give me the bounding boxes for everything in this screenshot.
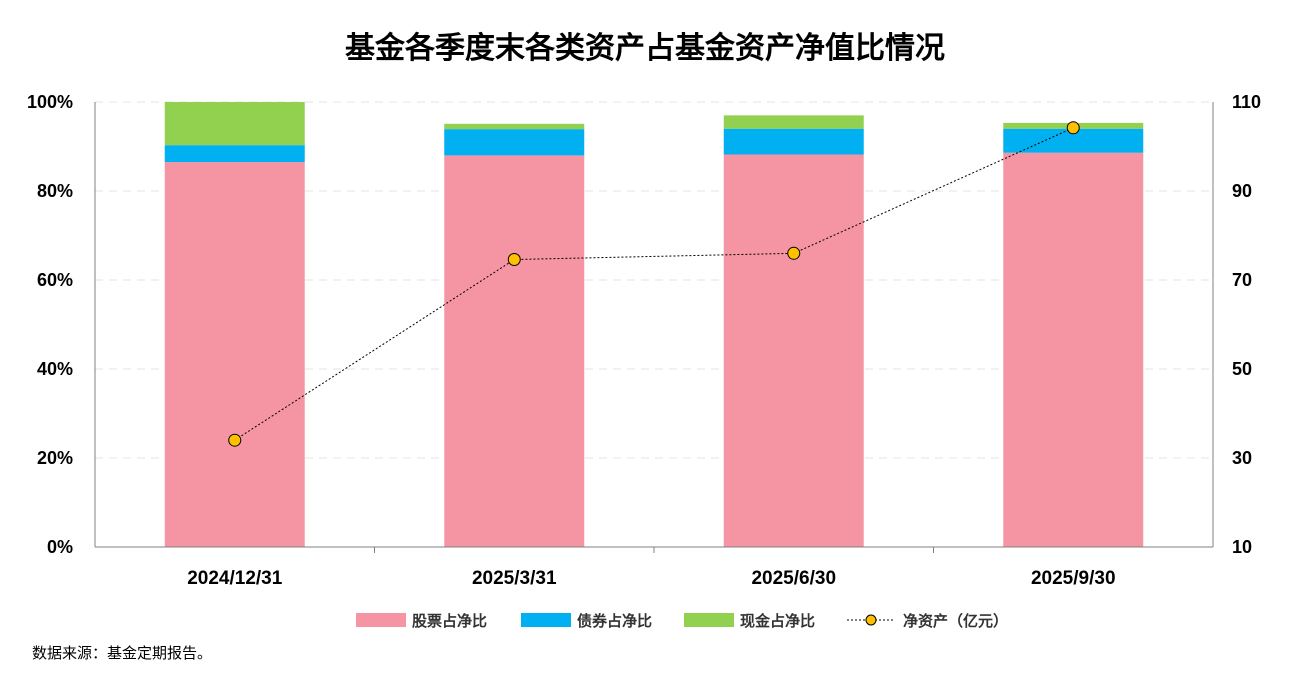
legend-label: 股票占净比 (412, 612, 487, 630)
x-axis-category-label: 2025/6/30 (751, 568, 836, 589)
right-axis-tick-label: 70 (1232, 270, 1252, 290)
legend-color-swatch (521, 613, 571, 627)
bar-segment (723, 115, 864, 129)
legend-color-swatch (684, 613, 734, 627)
left-axis-tick-label: 0% (47, 537, 73, 557)
net-asset-point (507, 253, 521, 267)
net-asset-point (228, 433, 242, 447)
left-axis-tick-label: 60% (37, 270, 73, 290)
left-axis-tick-label: 20% (37, 448, 73, 468)
legend-color-swatch (356, 613, 406, 627)
axes: 0% 20% 40% 60% 80% 100% 10 30 50 70 90 110 2024/12/3… (27, 92, 1261, 589)
left-axis-tick-label: 80% (37, 181, 73, 201)
legend-marker-swatch (865, 614, 877, 626)
left-axis-tick-label: 40% (37, 359, 73, 379)
net-asset-point (787, 246, 801, 260)
legend-item: 债券占净比 (521, 612, 652, 630)
legend-label: 现金占净比 (740, 612, 815, 630)
legend-item: 净资产（亿元） (847, 612, 1008, 630)
left-axis-tick-label: 100% (27, 92, 73, 112)
bar-segment (444, 123, 585, 130)
bar-segment (723, 154, 864, 547)
bar-segment (164, 145, 305, 163)
bar-segment (1003, 152, 1144, 548)
net-asset-line (228, 121, 1080, 447)
bar-segment (723, 128, 864, 155)
bar-segment (444, 129, 585, 156)
right-axis-tick-label: 10 (1232, 537, 1252, 557)
right-axis-tick-label: 50 (1232, 359, 1252, 379)
source-note: 数据来源：基金定期报告。 (32, 644, 212, 662)
chart-title: 基金各季度末各类资产占基金资产净值比情况 (345, 31, 945, 66)
legend-label: 债券占净比 (577, 612, 652, 630)
bar-segment (164, 162, 305, 547)
right-axis-tick-label: 90 (1232, 181, 1252, 201)
bar-segment (444, 155, 585, 547)
bar-group (164, 102, 1144, 548)
legend-item: 股票占净比 (356, 612, 487, 630)
right-axis-tick-label: 110 (1232, 92, 1261, 112)
right-axis-tick-label: 30 (1232, 448, 1252, 468)
net-asset-point (1066, 121, 1080, 135)
legend-item: 现金占净比 (684, 612, 815, 630)
bar-segment (164, 102, 305, 146)
x-axis-category-label: 2025/9/30 (1031, 568, 1116, 589)
net-asset-line-path (234, 127, 1074, 441)
legend-label: 净资产（亿元） (903, 612, 1008, 630)
x-axis-category-label: 2024/12/31 (187, 568, 283, 589)
x-axis-category-label: 2025/3/31 (472, 568, 557, 589)
legend: 股票占净比 债券占净比 现金占净比 净资产（亿元） (356, 612, 1008, 630)
